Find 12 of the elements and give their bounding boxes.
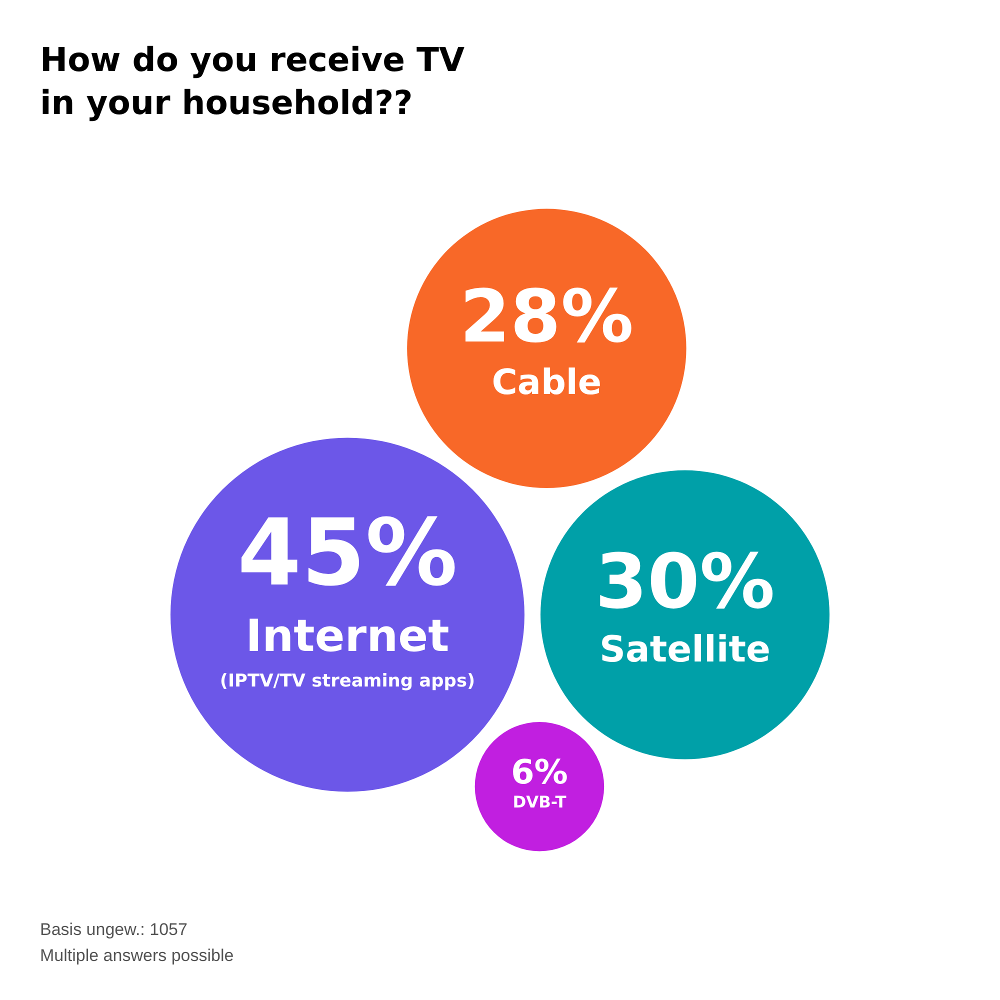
text: Basis ungew.: 1057 [40,919,188,941]
text: (IPTV/TV streaming apps) [220,671,476,692]
category-label: Satellite [599,628,771,671]
category-label: Cable [492,362,602,403]
data-label: 45% [237,500,458,607]
data-label: 30% [595,538,775,626]
data-label: 28% [460,275,634,360]
category-label: DVB-T [512,792,566,812]
data-label: 6% [510,752,568,792]
category-label: Internet [246,611,450,662]
text: Multiple answers possible [40,945,234,967]
text: How do you receive TV in your household?? [40,39,466,124]
